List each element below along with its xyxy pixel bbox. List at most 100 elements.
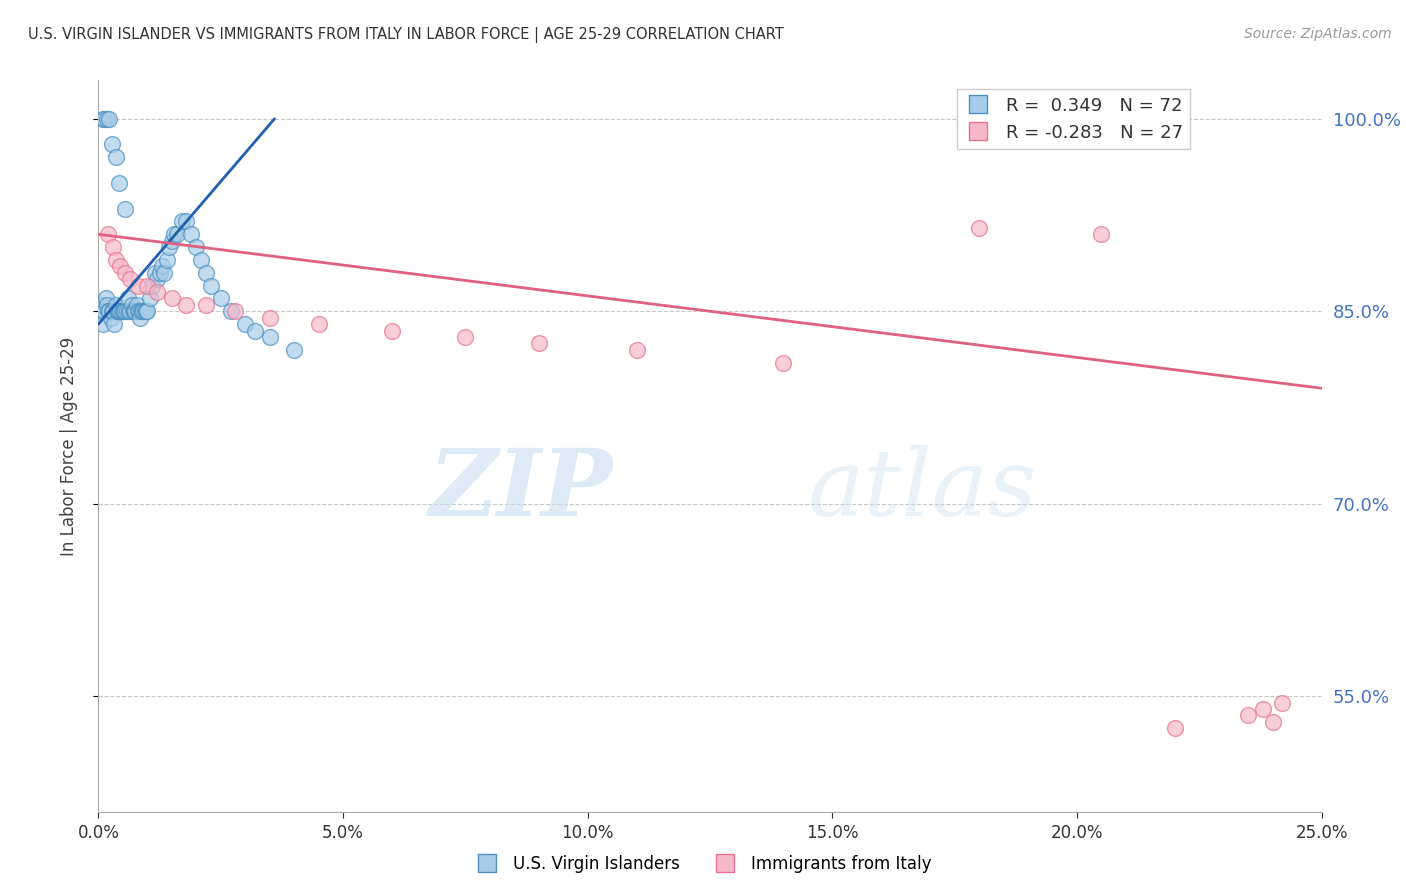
Point — [139, 292, 162, 306]
Point — [108, 176, 131, 190]
Point — [160, 292, 183, 306]
Point — [127, 278, 149, 293]
Point — [136, 278, 159, 293]
Point — [105, 304, 128, 318]
Point — [381, 324, 404, 338]
Point — [146, 272, 169, 286]
Point — [118, 304, 141, 318]
Point — [243, 324, 266, 338]
Point — [153, 266, 176, 280]
Point — [91, 317, 114, 331]
Point — [129, 310, 152, 325]
Point — [143, 266, 166, 280]
Point — [114, 202, 136, 216]
Point — [131, 304, 153, 318]
Text: U.S. VIRGIN ISLANDER VS IMMIGRANTS FROM ITALY IN LABOR FORCE | AGE 25-29 CORRELA: U.S. VIRGIN ISLANDER VS IMMIGRANTS FROM … — [28, 27, 785, 43]
Point — [1164, 721, 1187, 735]
Point — [283, 343, 305, 357]
Point — [772, 355, 794, 369]
Point — [101, 137, 124, 152]
Point — [114, 266, 136, 280]
Point — [186, 240, 208, 254]
Point — [136, 304, 159, 318]
Point — [101, 304, 124, 318]
Point — [156, 252, 179, 267]
Point — [180, 227, 202, 242]
Point — [527, 336, 550, 351]
Point — [111, 304, 134, 318]
Point — [98, 112, 121, 126]
Point — [176, 298, 198, 312]
Point — [124, 304, 146, 318]
Point — [224, 304, 246, 318]
Text: ZIP: ZIP — [427, 445, 612, 535]
Point — [308, 317, 330, 331]
Point — [195, 298, 218, 312]
Point — [104, 150, 127, 164]
Point — [112, 304, 135, 318]
Point — [132, 304, 155, 318]
Point — [107, 304, 129, 318]
Point — [97, 227, 120, 242]
Point — [101, 304, 124, 318]
Point — [122, 304, 145, 318]
Point — [454, 330, 477, 344]
Point — [150, 260, 173, 274]
Point — [200, 278, 222, 293]
Point — [157, 240, 180, 254]
Point — [190, 252, 212, 267]
Point — [93, 112, 115, 126]
Point — [120, 272, 142, 286]
Point — [108, 304, 131, 318]
Point — [120, 304, 142, 318]
Point — [110, 304, 132, 318]
Point — [1261, 714, 1284, 729]
Point — [967, 220, 990, 235]
Point — [96, 112, 118, 126]
Point — [170, 214, 193, 228]
Point — [93, 304, 115, 318]
Point — [101, 240, 124, 254]
Point — [135, 304, 157, 318]
Point — [149, 266, 172, 280]
Point — [195, 266, 218, 280]
Point — [96, 298, 118, 312]
Point — [111, 304, 134, 318]
Point — [160, 234, 183, 248]
Legend: U.S. Virgin Islanders, Immigrants from Italy: U.S. Virgin Islanders, Immigrants from I… — [468, 848, 938, 880]
Point — [104, 252, 127, 267]
Point — [141, 278, 163, 293]
Text: Source: ZipAtlas.com: Source: ZipAtlas.com — [1244, 27, 1392, 41]
Point — [110, 260, 132, 274]
Point — [104, 298, 127, 312]
Point — [127, 304, 149, 318]
Point — [94, 292, 117, 306]
Point — [128, 304, 150, 318]
Point — [259, 310, 281, 325]
Point — [115, 304, 138, 318]
Point — [233, 317, 256, 331]
Point — [219, 304, 242, 318]
Point — [1271, 696, 1294, 710]
Point — [91, 112, 114, 126]
Point — [97, 304, 120, 318]
Point — [131, 304, 153, 318]
Point — [134, 304, 156, 318]
Point — [176, 214, 198, 228]
Point — [259, 330, 281, 344]
Point — [626, 343, 648, 357]
Text: atlas: atlas — [808, 445, 1038, 535]
Point — [209, 292, 232, 306]
Point — [117, 292, 139, 306]
Point — [1237, 708, 1260, 723]
Point — [103, 317, 125, 331]
Point — [166, 227, 188, 242]
Y-axis label: In Labor Force | Age 25-29: In Labor Force | Age 25-29 — [59, 336, 77, 556]
Point — [98, 304, 121, 318]
Point — [146, 285, 169, 299]
Point — [90, 304, 112, 318]
Point — [121, 298, 143, 312]
Legend: R =  0.349   N = 72, R = -0.283   N = 27: R = 0.349 N = 72, R = -0.283 N = 27 — [957, 89, 1191, 149]
Point — [91, 298, 114, 312]
Point — [1251, 702, 1274, 716]
